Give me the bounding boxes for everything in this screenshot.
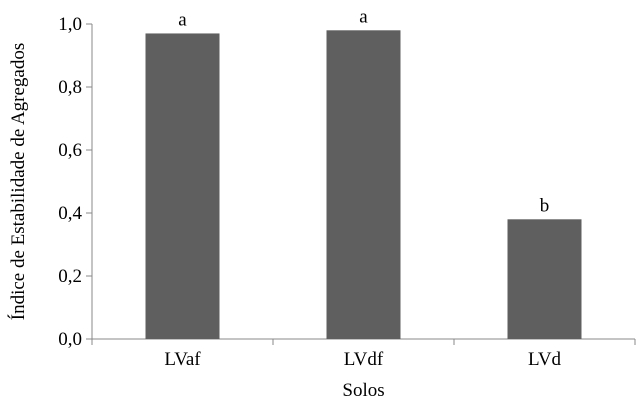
y-tick-label: 0,2: [58, 266, 82, 287]
bar-LVd: [507, 219, 582, 339]
y-tick-label: 0,6: [58, 140, 82, 161]
y-ticks: 0,0 0,2 0,4 0,6 0,8 1,0: [58, 14, 92, 350]
y-tick-label: 1,0: [58, 14, 82, 35]
x-ticks: LVaf LVdf LVd: [91, 339, 636, 370]
y-tick-label: 0,0: [58, 329, 82, 350]
y-tick-label: 0,4: [58, 203, 82, 224]
y-tick-label: 0,8: [58, 77, 82, 98]
x-tick-label: LVdf: [344, 349, 384, 370]
bar-LVaf: [145, 33, 220, 339]
bars: [145, 30, 582, 340]
y-axis-title: Índice de Estabilidade de Agregados: [7, 43, 29, 321]
bar-labels: a a b: [178, 6, 549, 216]
bar-significance-label: a: [359, 6, 368, 27]
x-tick-label: LVaf: [164, 349, 201, 370]
bar-significance-label: b: [540, 195, 550, 216]
x-axis-title: Solos: [342, 380, 384, 401]
bar-significance-label: a: [178, 9, 187, 30]
x-tick-label: LVd: [528, 349, 562, 370]
bar-LVdf: [326, 30, 401, 340]
